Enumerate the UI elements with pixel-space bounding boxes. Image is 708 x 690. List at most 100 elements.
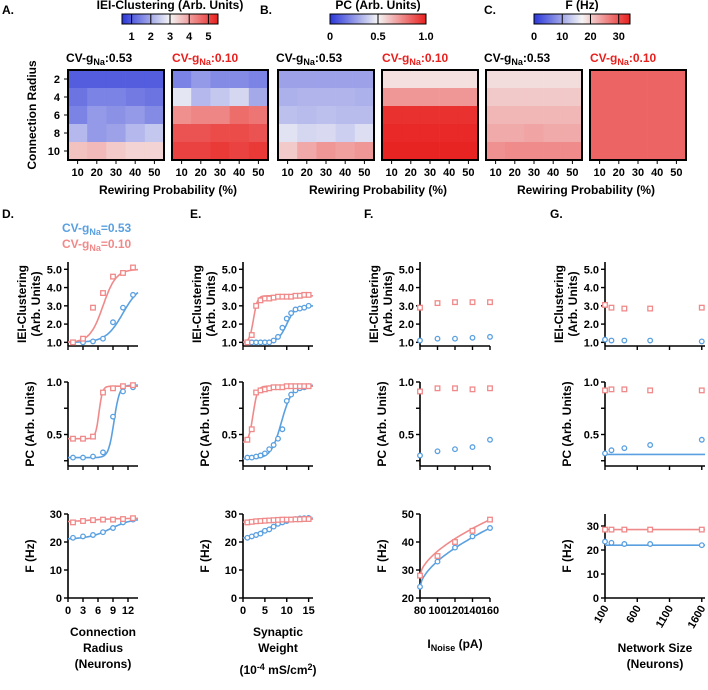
panel-label-G: G.: [550, 207, 563, 221]
ylabel-iei-units-F: (Arb. Units): [381, 271, 395, 336]
heatmap-A-high-cell: [87, 88, 107, 107]
heatmap-B-low-cell: [382, 106, 402, 125]
heatmap-xlabel-B: Rewiring Probability (%): [309, 183, 447, 197]
heatmap-C-low-cell: [647, 124, 668, 143]
heatmap-C-high-cell: [562, 142, 583, 161]
heatmap-B-high-cell: [335, 142, 356, 161]
xlabel-D-1: Connection: [70, 625, 136, 639]
plot-E-f-high-point: [270, 523, 277, 530]
plot-F-iei-ytick-label: 1.0: [399, 337, 414, 349]
plot-F-f-high-point: [487, 525, 493, 531]
plot-F-iei-high-point: [417, 337, 423, 344]
heatmap-A-low-cell: [248, 142, 269, 161]
plot-G-f-low-point: [621, 526, 628, 533]
plot-D-pc-low-point: [90, 433, 96, 440]
heatmap-A-high-cell: [106, 70, 126, 89]
heatmap-C-low-cell: [666, 70, 687, 89]
heatmap-B-low-xtick-label: 50: [462, 167, 474, 179]
heatmap-ytick-label: 2: [54, 74, 60, 86]
heatmap-A-high-cell: [125, 106, 146, 125]
heatmap-xlabel-C: Rewiring Probability (%): [517, 183, 655, 197]
colorbar-title-C: F (Hz): [565, 0, 598, 12]
heatmap-A-low-cell: [191, 70, 211, 89]
plot-F-pc-low-point: [434, 385, 441, 392]
plot-E-iei-low-point: [253, 302, 260, 309]
plot-F-f-low-point: [452, 539, 458, 545]
heatmap-C-high-cell: [505, 70, 525, 89]
plot-E-pc-low-point: [244, 436, 251, 443]
plot-D-iei-ytick-label: 3.0: [47, 301, 62, 313]
heatmap-B-high-cell: [278, 106, 298, 125]
heatmap-A-low-cell: [248, 70, 269, 89]
plot-D-f-ytick-label: 20: [50, 537, 62, 549]
heatmap-A-high-cell: [106, 142, 126, 161]
plot-F-iei-high-point: [452, 335, 458, 342]
heatmap-A-high-cell: [125, 88, 146, 107]
heatmap-C-high-cell: [486, 106, 506, 125]
plot-D-f-ytick-label: 0: [56, 593, 62, 605]
heatmap-C-low-cell: [609, 70, 629, 89]
legend-low: CV-gNa=0.10: [62, 237, 132, 253]
heatmap-C-high-xtick-label: 30: [528, 167, 540, 179]
plot-D-iei-low-point: [110, 273, 116, 280]
heatmap-B-low-cell: [382, 70, 402, 89]
heatmap-title-A-high: CV-gNa:0.53: [66, 51, 133, 67]
plot-G-f-ytick-label: 20: [587, 545, 599, 557]
ylabel-iei-G: IEI-Clustering: [552, 265, 566, 343]
plot-G-iei-high-point: [602, 336, 608, 343]
heatmap-C-high-cell: [524, 124, 544, 143]
ylabel-pc-D: PC (Arb. Units): [23, 381, 37, 466]
plot-D-iei-high-fit-line: [67, 291, 139, 344]
plot-E-pc-low-point: [248, 426, 255, 433]
plot-D-f-high-point: [110, 525, 116, 531]
plot-E-iei-ytick-label: 3.0: [222, 301, 237, 313]
heatmap-C-low-xtick-label: 10: [593, 167, 605, 179]
plot-D-f-low-point: [120, 516, 126, 522]
heatmap-A-low-cell: [210, 88, 230, 107]
heatmap-A-low-cell: [248, 88, 269, 107]
heatmap-C-low-cell: [647, 88, 668, 107]
heatmap-B-high-cell: [354, 142, 375, 161]
heatmap-C-low-cell: [628, 70, 648, 89]
plot-D-pc-low-point: [130, 382, 136, 389]
plot-G-pc-ytick-label: 1.0: [584, 377, 599, 389]
plot-G-f-ytick-label: 0: [593, 593, 599, 605]
heatmap-A-low-xtick-label: 20: [195, 167, 207, 179]
plot-D-f-high-point: [90, 532, 96, 538]
plot-F-iei-low-point: [434, 300, 441, 307]
plot-E-iei-high-point: [279, 324, 286, 331]
plot-E-pc-high-point: [283, 397, 290, 404]
plot-E-pc-ytick-label: 1.0: [222, 377, 237, 389]
plot-D-f-low-point: [90, 517, 96, 524]
heatmap-B-low-cell: [401, 142, 421, 161]
heatmap-B-low-cell: [401, 70, 421, 89]
xlabel-D-2: Radius: [83, 641, 123, 655]
heatmap-C-high-cell: [505, 124, 525, 143]
colorbar-title-A: IEI-Clustering (Arb. Units): [97, 0, 244, 12]
plot-D-f-high-point: [100, 529, 106, 536]
colorbar-tick-label-A: 4: [186, 31, 193, 43]
plot-E-pc-high-point: [257, 452, 264, 459]
colorbar-title-B: PC (Arb. Units): [335, 0, 420, 12]
ylabel-iei-E: IEI-Clustering: [190, 265, 204, 343]
ylabel-iei-D: IEI-Clustering: [15, 265, 29, 343]
colorbar-tick-label-C: 30: [613, 31, 625, 43]
heatmap-C-high-cell: [562, 88, 583, 107]
plot-F-iei-ytick-label: 5.0: [399, 264, 414, 276]
ylabel-iei-F: IEI-Clustering: [367, 265, 381, 343]
plot-D-pc-high-point: [120, 388, 126, 395]
heatmap-A-high-cell: [68, 88, 88, 107]
colorbar-tick-label-B: 0: [327, 31, 333, 43]
plot-E-iei-ytick-label: 2.0: [222, 319, 237, 331]
plot-G-pc-high-point: [698, 436, 705, 443]
plot-F-iei-high-point: [469, 334, 476, 341]
heatmap-A-high-cell: [68, 106, 88, 125]
heatmap-C-high-xtick-label: 20: [509, 167, 521, 179]
plot-E-pc-high-point: [275, 435, 281, 442]
colorbar-tick-label-A: 3: [167, 31, 173, 43]
heatmap-B-high-cell: [316, 142, 336, 161]
plot-G-iei-high-point: [621, 337, 628, 344]
plot-D-iei-ytick-label: 5.0: [47, 264, 62, 276]
plot-E-pc-high-point: [270, 442, 277, 448]
